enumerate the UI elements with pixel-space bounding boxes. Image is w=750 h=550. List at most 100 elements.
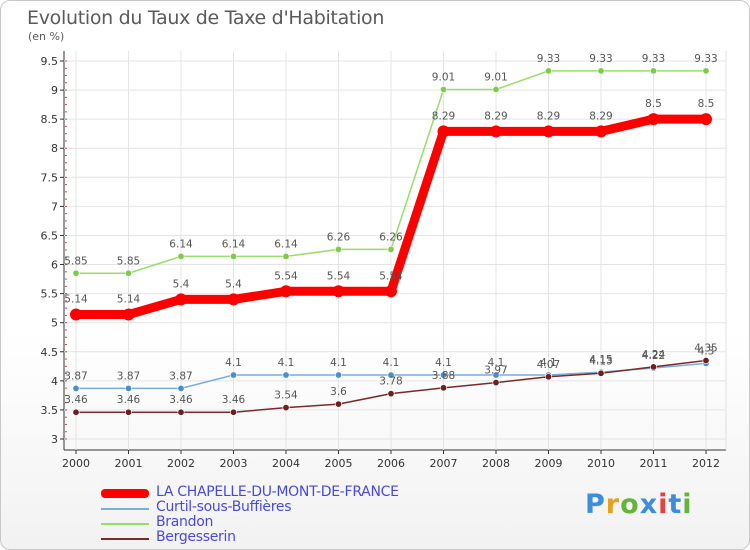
y-tick-label: 8.5 (41, 113, 59, 126)
data-label: 4.22 (642, 350, 665, 362)
x-tick-label: 2001 (115, 457, 143, 470)
data-label: 4.1 (278, 357, 295, 369)
data-label: 5.54 (327, 270, 351, 282)
x-tick-label: 2007 (430, 457, 458, 470)
data-point (595, 125, 607, 138)
data-label: 3.54 (274, 390, 298, 402)
data-label: 8.29 (484, 110, 507, 122)
data-point (387, 390, 395, 398)
data-label: 3.97 (484, 365, 507, 377)
data-point (702, 67, 710, 75)
data-point (700, 113, 712, 126)
data-label: 3.88 (432, 370, 455, 382)
legend-label: LA CHAPELLE-DU-MONT-DE-FRANCE (156, 484, 399, 500)
data-label: 4.24 (642, 349, 666, 361)
x-tick-label: 2008 (482, 457, 510, 470)
data-point (439, 384, 447, 392)
unit-label: (en %) (28, 30, 65, 43)
x-tick-label: 2005 (325, 457, 353, 470)
data-label: 4.3 (698, 345, 715, 357)
data-point (177, 252, 185, 260)
data-label: 4.1 (383, 357, 400, 369)
data-label: 3.6 (330, 386, 347, 398)
data-label: 6.26 (379, 231, 403, 243)
data-point (492, 85, 500, 93)
logo-letter: r (605, 489, 621, 520)
data-point (649, 67, 657, 75)
data-label: 4.15 (589, 354, 612, 366)
data-label: 8.29 (537, 110, 560, 122)
data-point (649, 363, 657, 371)
data-point (542, 125, 555, 138)
data-label: 6.14 (274, 238, 298, 250)
legend-label: Curtil-sous-Buffières (156, 499, 292, 515)
data-point (492, 371, 500, 379)
y-tick-label: 3.5 (41, 404, 59, 417)
data-point (334, 400, 342, 408)
data-point (175, 293, 187, 306)
data-point (72, 384, 80, 392)
x-tick-label: 2002 (167, 457, 195, 470)
data-point (597, 369, 605, 377)
data-point (72, 408, 80, 416)
x-tick-label: 2010 (587, 457, 615, 470)
logo-letter: t (668, 489, 683, 520)
proxiti-logo: Proxiti (585, 489, 693, 520)
data-point (490, 125, 502, 138)
data-label: 9.01 (484, 71, 507, 83)
data-label: 4.1 (225, 357, 242, 369)
data-point (282, 371, 290, 379)
data-label: 4.1 (540, 357, 557, 369)
data-point (492, 379, 500, 387)
data-point (334, 371, 342, 379)
data-point (227, 293, 240, 306)
data-label: 3.46 (64, 394, 88, 406)
data-label: 4.35 (694, 342, 717, 354)
y-tick-label: 6 (51, 259, 58, 272)
data-label: 3.78 (379, 376, 402, 388)
data-label: 5.4 (173, 278, 190, 290)
data-label: 9.33 (694, 53, 717, 65)
data-point (230, 408, 238, 416)
x-tick-label: 2000 (62, 457, 90, 470)
x-tick-label: 2004 (272, 457, 300, 470)
data-label: 5.54 (274, 270, 298, 282)
legend-swatch (101, 508, 149, 510)
data-label: 5.85 (64, 255, 87, 267)
x-tick-label: 2003 (220, 457, 248, 470)
x-tick-label: 2009 (535, 457, 563, 470)
legend-swatch (101, 538, 149, 540)
chart-title: Evolution du Taux de Taxe d'Habitation (27, 7, 385, 29)
data-label: 3.46 (222, 394, 246, 406)
data-point (332, 285, 345, 298)
logo-letter: i (682, 489, 693, 520)
y-tick-label: 5 (51, 317, 58, 330)
y-tick-label: 6.5 (41, 229, 59, 242)
data-label: 6.14 (169, 238, 193, 250)
legend-swatch (101, 489, 149, 498)
data-label: 6.14 (222, 238, 246, 250)
legend-swatch (101, 523, 149, 525)
data-label: 8.29 (589, 110, 612, 122)
data-label: 8.5 (645, 98, 662, 110)
data-label: 9.33 (589, 53, 612, 65)
data-point (70, 308, 82, 321)
data-label: 3.87 (117, 370, 140, 382)
data-point (387, 245, 395, 253)
data-label: 3.46 (117, 394, 141, 406)
y-tick-label: 4 (51, 375, 58, 388)
data-point (125, 269, 133, 277)
y-tick-label: 7.5 (41, 171, 59, 184)
x-tick-label: 2006 (377, 457, 405, 470)
data-label: 5.54 (379, 270, 403, 282)
legend-label: Brandon (156, 514, 214, 530)
x-tick-label: 2012 (692, 457, 720, 470)
x-tick-label: 2011 (640, 457, 668, 470)
data-label: 4.07 (537, 359, 560, 371)
data-point (125, 408, 133, 416)
y-tick-label: 3 (51, 433, 58, 446)
data-label: 5.4 (225, 278, 242, 290)
y-tick-label: 9 (51, 84, 58, 97)
